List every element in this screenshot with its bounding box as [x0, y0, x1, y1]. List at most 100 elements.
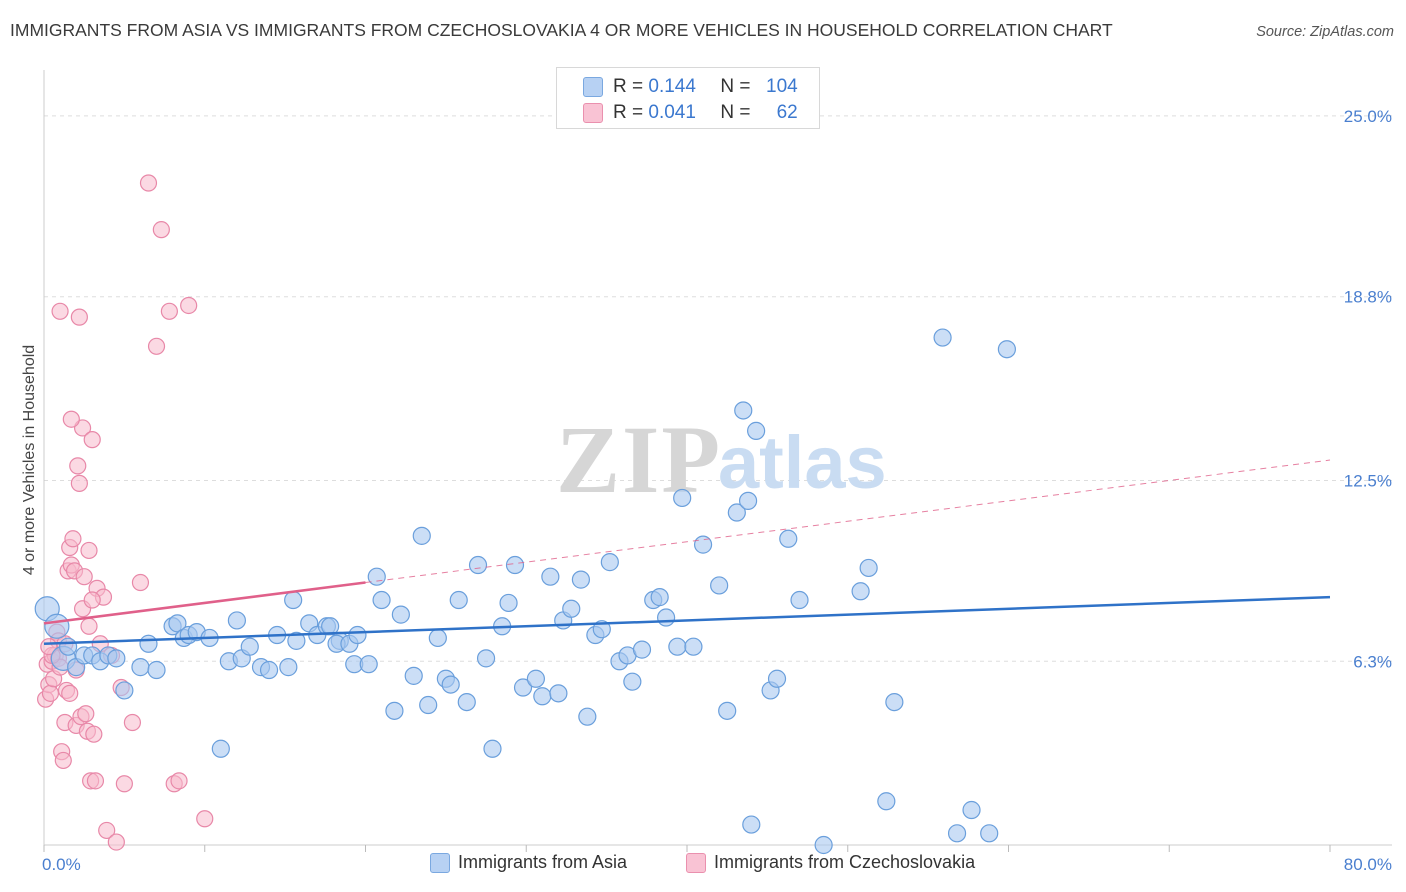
- czechoslovakia-point: [170, 772, 188, 790]
- asia-point: [790, 590, 809, 610]
- asia-point: [483, 739, 502, 758]
- asia-point: [259, 660, 279, 680]
- czechoslovakia-point: [147, 337, 166, 355]
- x-tick-label: 80.0%: [1344, 855, 1392, 874]
- legend-r-value-asia: 0.144: [648, 76, 696, 97]
- asia-point: [657, 608, 676, 627]
- asia-point: [632, 640, 652, 659]
- legend-swatch-asia: [583, 77, 603, 97]
- asia-point: [147, 660, 166, 680]
- legend-row-czech: R = 0.041 N = 62: [583, 102, 798, 124]
- asia-point: [650, 588, 669, 607]
- asia-point: [747, 421, 766, 440]
- czechoslovakia-point: [51, 302, 69, 320]
- czechoslovakia-point: [73, 419, 92, 437]
- asia-point: [734, 401, 753, 420]
- asia-point: [287, 631, 306, 650]
- asia-point: [933, 328, 952, 347]
- asia-point: [541, 567, 560, 586]
- asia-point: [419, 695, 438, 715]
- y-tick-label: 6.3%: [1353, 652, 1392, 671]
- asia-point: [457, 692, 476, 712]
- asia-point: [578, 707, 597, 726]
- asia-point: [947, 824, 967, 843]
- asia-points: [34, 328, 1016, 855]
- tick-labels: 6.3% 12.5% 18.8% 25.0% 0.0% 80.0%: [42, 107, 1392, 874]
- asia-point: [742, 815, 761, 834]
- asia-point: [107, 649, 126, 668]
- czechoslovakia-trend-line: [43, 581, 366, 625]
- czechoslovakia-point: [115, 775, 133, 793]
- y-tick-label: 25.0%: [1344, 107, 1392, 126]
- asia-point: [44, 613, 70, 639]
- asia-point: [710, 576, 729, 595]
- czechoslovakia-point: [85, 725, 103, 743]
- asia-point: [468, 555, 488, 575]
- asia-point: [513, 678, 533, 697]
- legend-n-value-czech: 62: [776, 102, 798, 123]
- czechoslovakia-point: [70, 308, 88, 326]
- legend-row-asia: R = 0.144 N = 104: [583, 76, 798, 98]
- czechoslovakia-point: [152, 221, 170, 239]
- asia-point: [859, 558, 878, 578]
- asia-point: [767, 669, 787, 688]
- legend-bottom: Immigrants from Asia Immigrants from Cze…: [0, 852, 1406, 878]
- asia-point: [227, 611, 246, 630]
- czechoslovakia-point: [62, 410, 80, 428]
- asia-point: [211, 739, 230, 758]
- legend-n-label-czech: N =: [720, 102, 756, 123]
- y-tick-label: 12.5%: [1344, 471, 1392, 490]
- czechoslovakia-trend-extension: [365, 459, 1331, 584]
- czechoslovakia-point: [41, 684, 60, 702]
- legend-n-label-asia: N =: [720, 76, 756, 97]
- asia-point: [533, 687, 552, 706]
- czechoslovakia-point: [160, 302, 178, 320]
- czechoslovakia-point: [75, 568, 93, 586]
- asia-point: [571, 570, 591, 589]
- legend-bottom-label-czech: Immigrants from Czechoslovakia: [714, 852, 976, 872]
- asia-point: [59, 637, 78, 656]
- y-tick-label: 18.8%: [1344, 288, 1392, 307]
- czechoslovakia-point: [64, 530, 82, 548]
- asia-point: [814, 835, 833, 855]
- asia-point: [476, 649, 496, 668]
- asia-point: [592, 620, 611, 639]
- asia-point: [727, 503, 746, 522]
- czechoslovakia-point: [131, 573, 150, 592]
- asia-point: [505, 555, 525, 575]
- watermark-zip: ZIP: [556, 406, 722, 513]
- czechoslovakia-point: [180, 296, 198, 315]
- czechoslovakia-point: [196, 810, 214, 828]
- asia-point: [885, 692, 904, 712]
- legend-top: R = 0.144 N = 104 R = 0.041 N = 62: [556, 67, 820, 129]
- asia-point: [549, 684, 568, 703]
- czechoslovakia-point: [98, 821, 116, 840]
- asia-point: [600, 553, 619, 572]
- chart-title: IMMIGRANTS FROM ASIA VS IMMIGRANTS FROM …: [10, 20, 1113, 40]
- asia-point: [441, 675, 460, 694]
- czechoslovakia-point: [83, 591, 101, 609]
- legend-item-asia: Immigrants from Asia: [430, 852, 627, 873]
- watermark: ZIP atlas: [556, 406, 887, 513]
- legend-bottom-swatch-asia: [430, 852, 450, 873]
- czechoslovakia-point: [61, 684, 79, 702]
- legend-bottom-swatch-czech: [686, 852, 706, 873]
- axes: [43, 70, 1392, 852]
- asia-point: [526, 669, 545, 688]
- asia-point: [404, 666, 423, 685]
- czechoslovakia-point: [54, 751, 72, 770]
- source-label: Source: ZipAtlas.com: [1256, 24, 1394, 40]
- asia-point: [367, 567, 386, 586]
- asia-point: [139, 634, 158, 653]
- asia-point: [428, 628, 447, 648]
- asia-point: [851, 582, 870, 601]
- asia-point: [779, 529, 798, 548]
- x-tick-label: 0.0%: [42, 855, 81, 874]
- watermark-atlas: atlas: [718, 421, 887, 504]
- asia-point: [131, 658, 150, 677]
- asia-point: [391, 605, 410, 624]
- asia-point: [279, 658, 298, 677]
- asia-point: [562, 599, 581, 618]
- legend-n-value-asia: 104: [766, 76, 798, 97]
